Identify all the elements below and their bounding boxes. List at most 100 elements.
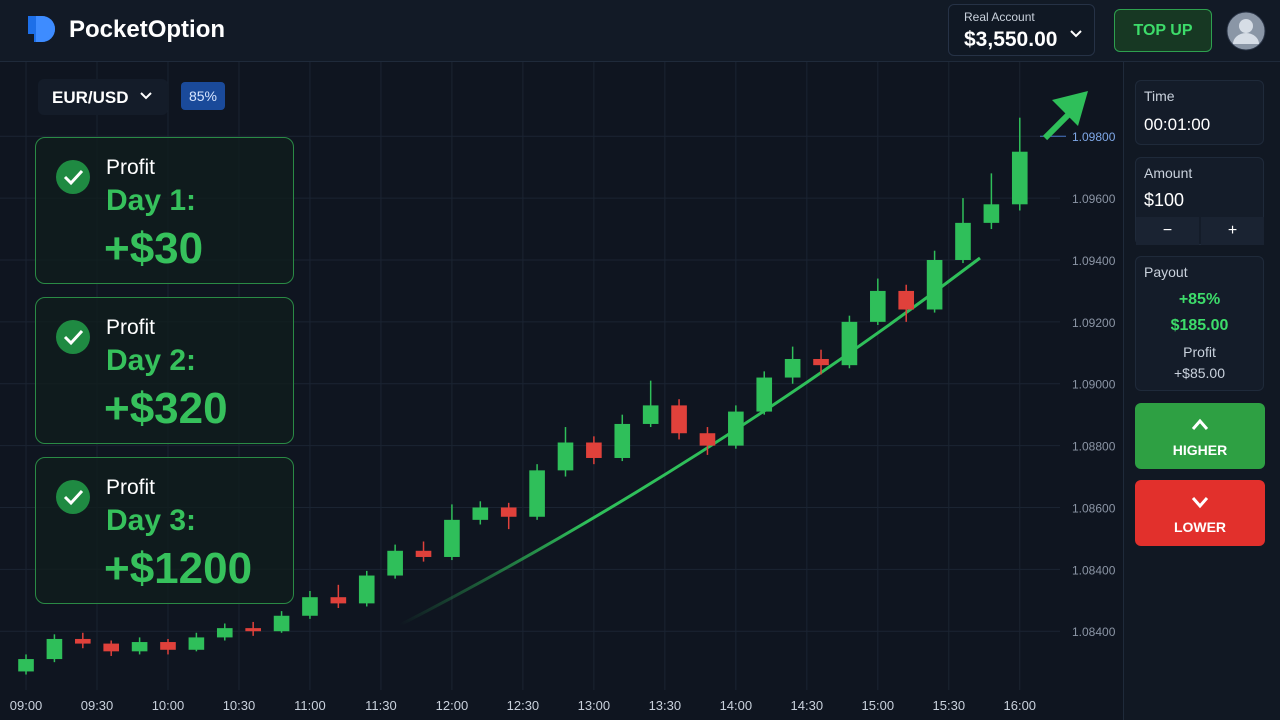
x-tick-label: 14:30 bbox=[791, 698, 824, 713]
candle-body bbox=[500, 507, 517, 517]
candle-body bbox=[586, 442, 602, 458]
candle-body bbox=[784, 358, 801, 378]
x-tick-label: 12:30 bbox=[507, 698, 540, 713]
candle-body bbox=[841, 321, 858, 366]
candle-body bbox=[642, 405, 659, 424]
higher-button[interactable]: HIGHER bbox=[1135, 403, 1265, 469]
x-tick-label: 15:30 bbox=[933, 698, 966, 713]
avatar[interactable] bbox=[1226, 11, 1266, 51]
candle-body bbox=[358, 575, 375, 604]
candle-body bbox=[472, 507, 489, 520]
time-value: 00:01:00 bbox=[1144, 115, 1211, 134]
candle-body bbox=[614, 423, 631, 458]
logo-icon bbox=[28, 16, 55, 42]
candle-body bbox=[557, 442, 574, 471]
header: PocketOption Real Account $3,550.00 TOP … bbox=[0, 0, 1280, 62]
card-day: Day 2: bbox=[106, 344, 197, 377]
time-box[interactable]: Time 00:01:00 bbox=[1135, 80, 1264, 145]
y-tick-label: 1.09200 bbox=[1072, 316, 1116, 330]
x-tick-label: 09:00 bbox=[10, 698, 43, 713]
payout-percent: +85% bbox=[1178, 291, 1221, 308]
candle-body bbox=[330, 597, 347, 604]
candle-body bbox=[699, 433, 716, 446]
amount-box: Amount $100 − + bbox=[1135, 157, 1264, 245]
check-icon bbox=[56, 480, 90, 514]
trend-line bbox=[399, 256, 981, 627]
candle-body bbox=[273, 615, 290, 632]
amount-value: $100 bbox=[1144, 190, 1185, 210]
payout-label: Payout bbox=[1144, 264, 1188, 280]
card-amount: +$30 bbox=[104, 224, 204, 273]
x-tick-label: 11:00 bbox=[294, 698, 326, 713]
lower-label: LOWER bbox=[1173, 519, 1227, 535]
candle-body bbox=[245, 628, 261, 632]
candle-body bbox=[1011, 151, 1028, 205]
candle-body bbox=[671, 405, 687, 434]
card-amount: +$1200 bbox=[104, 544, 253, 593]
chevron bbox=[140, 92, 152, 100]
x-tick-label: 10:00 bbox=[152, 698, 185, 713]
payout-total: $185.00 bbox=[1170, 317, 1229, 334]
x-tick-label: 09:30 bbox=[81, 698, 114, 713]
payout-badge: 85% bbox=[181, 82, 225, 110]
candle-body bbox=[728, 411, 744, 446]
card-day: Day 3: bbox=[106, 504, 197, 537]
candle-body bbox=[160, 642, 176, 650]
profit-card: Profit Day 1: +$30 bbox=[35, 137, 294, 284]
minus-button[interactable]: − bbox=[1136, 217, 1199, 245]
candle-body bbox=[444, 519, 460, 557]
y-tick-label: 1.08800 bbox=[1072, 440, 1116, 454]
payout-box: Payout +85% $185.00 Profit +$85.00 bbox=[1135, 256, 1264, 391]
y-tick-label: 1.08600 bbox=[1072, 501, 1116, 515]
pair-selector[interactable]: EUR/USD bbox=[38, 79, 168, 115]
higher-label: HIGHER bbox=[1172, 442, 1228, 458]
candle-body bbox=[926, 259, 943, 310]
card-amount: +$320 bbox=[104, 384, 228, 433]
logo-text: PocketOption bbox=[69, 16, 226, 43]
candle-body bbox=[756, 377, 773, 412]
candle-body bbox=[46, 638, 63, 660]
x-tick-label: 15:00 bbox=[862, 698, 895, 713]
account-selector[interactable]: Real Account $3,550.00 bbox=[948, 4, 1095, 56]
candle-body bbox=[216, 628, 233, 638]
card-title: Profit bbox=[106, 156, 156, 179]
y-tick-label: 1.09800 bbox=[1072, 130, 1116, 144]
x-tick-label: 13:00 bbox=[578, 698, 611, 713]
candle-body bbox=[529, 470, 545, 517]
candle-body bbox=[188, 637, 205, 650]
lower-button[interactable]: LOWER bbox=[1135, 480, 1265, 546]
x-tick-label: 13:30 bbox=[649, 698, 682, 713]
candle-body bbox=[898, 290, 915, 310]
pair: EUR/USD bbox=[52, 88, 129, 107]
y-tick-label: 1.09600 bbox=[1072, 192, 1116, 206]
top-up-button[interactable]: TOP UP bbox=[1114, 9, 1212, 52]
check-icon bbox=[56, 320, 90, 354]
candle-body bbox=[870, 290, 886, 322]
candle-body bbox=[131, 642, 148, 652]
candle-body bbox=[813, 358, 829, 366]
balance: $3,550.00 bbox=[964, 28, 1058, 51]
card-title: Profit bbox=[106, 316, 156, 339]
candle-body bbox=[983, 204, 1000, 223]
candle-body bbox=[955, 222, 971, 260]
candle-body bbox=[302, 597, 318, 616]
amount-label: Amount bbox=[1144, 165, 1193, 181]
candle-body bbox=[75, 638, 91, 644]
down-arrow bbox=[1191, 497, 1209, 509]
x-tick-label: 12:00 bbox=[436, 698, 469, 713]
card-title: Profit bbox=[106, 476, 156, 499]
y-tick-label: 1.09400 bbox=[1072, 254, 1116, 268]
candle-body bbox=[103, 643, 120, 652]
y-tick-label: 1.08400 bbox=[1072, 625, 1116, 639]
candle-body bbox=[387, 550, 403, 576]
trend-arrowhead bbox=[1052, 91, 1088, 126]
x-tick-label: 16:00 bbox=[1004, 698, 1037, 713]
profit-card: Profit Day 2: +$320 bbox=[35, 297, 294, 444]
time-label: Time bbox=[1144, 88, 1175, 104]
plus-button[interactable]: + bbox=[1201, 217, 1264, 245]
chevron bbox=[1070, 30, 1082, 38]
profit-label: Profit bbox=[1183, 344, 1216, 360]
up-arrow bbox=[1191, 418, 1209, 430]
